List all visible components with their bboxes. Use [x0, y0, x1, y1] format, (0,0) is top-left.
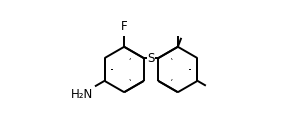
Text: H₂N: H₂N: [71, 88, 94, 101]
Text: F: F: [121, 20, 127, 33]
Text: S: S: [147, 52, 155, 65]
